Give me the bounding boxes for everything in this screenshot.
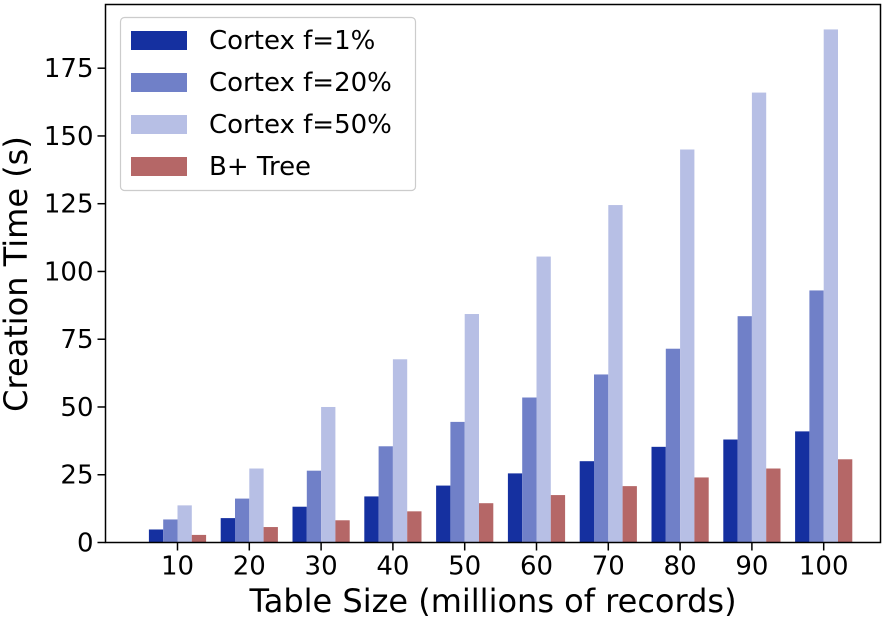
bar-b-tree-60 — [550, 495, 566, 543]
bar-cortex-f-1--40 — [364, 496, 379, 543]
bar-cortex-f-20--20 — [235, 498, 250, 543]
legend: Cortex f=1% Cortex f=20% Cortex f=50% B+ Tr… — [119, 16, 417, 192]
x-tick-label: 40 — [376, 552, 409, 582]
legend-swatch — [131, 31, 187, 50]
y-tick-label: 100 — [44, 257, 94, 287]
x-tick-label: 70 — [592, 552, 625, 582]
bar-cortex-f-20--30 — [306, 470, 322, 543]
bar-b-tree-90 — [766, 468, 781, 543]
y-tick-label: 0 — [77, 529, 94, 559]
y-tick-label: 25 — [60, 461, 93, 491]
x-tick-label: 60 — [520, 552, 553, 582]
y-tick-label: 125 — [44, 190, 94, 220]
x-axis: 10 20 30 40 50 60 70 80 90 100 — [161, 542, 849, 582]
bar-cortex-f-50--40 — [392, 359, 408, 543]
legend-label: B+ Tree — [209, 152, 311, 182]
y-tick-label: 75 — [60, 325, 93, 355]
y-tick-label: 175 — [44, 54, 94, 84]
y-axis: 0 25 50 75 100 125 150 175 — [44, 54, 106, 559]
y-tick-label: 150 — [44, 122, 94, 152]
bar-cortex-f-50--100 — [823, 29, 838, 543]
bar-cortex-f-20--10 — [163, 519, 178, 543]
bar-cortex-f-20--90 — [737, 316, 752, 543]
bar-cortex-f-50--50 — [464, 314, 479, 543]
legend-box — [119, 16, 417, 192]
bars-group — [148, 29, 853, 543]
legend-swatch — [131, 157, 187, 176]
x-tick-label: 50 — [448, 552, 481, 582]
bar-cortex-f-1--60 — [507, 473, 523, 543]
bar-cortex-f-1--90 — [723, 439, 738, 543]
bar-b-tree-30 — [335, 520, 350, 543]
y-tick-label: 50 — [60, 393, 93, 423]
legend-swatch — [131, 73, 187, 92]
bar-b-tree-70 — [622, 486, 637, 543]
bar-cortex-f-50--20 — [249, 468, 264, 543]
bar-cortex-f-50--30 — [321, 406, 336, 543]
bar-b-tree-50 — [479, 503, 494, 543]
x-tick-label: 100 — [799, 552, 849, 582]
bar-cortex-f-1--10 — [148, 529, 164, 543]
bar-b-tree-20 — [263, 527, 278, 543]
bar-cortex-f-20--80 — [665, 348, 681, 543]
x-tick-label: 30 — [305, 552, 338, 582]
x-axis-title: Table Size (millions of records) — [248, 582, 736, 619]
x-tick-label: 90 — [735, 552, 768, 582]
x-tick-label: 80 — [664, 552, 697, 582]
bar-cortex-f-50--80 — [680, 149, 695, 543]
bar-cortex-f-50--10 — [177, 505, 192, 543]
bar-cortex-f-20--50 — [450, 421, 465, 543]
x-tick-label: 20 — [233, 552, 266, 582]
bar-cortex-f-50--90 — [751, 92, 767, 543]
bar-b-tree-100 — [838, 459, 853, 543]
bar-cortex-f-1--100 — [795, 431, 810, 543]
legend-label: Cortex f=1% — [209, 26, 375, 56]
x-tick-label: 10 — [161, 552, 194, 582]
legend-swatch — [131, 115, 187, 134]
bar-cortex-f-1--20 — [220, 518, 235, 543]
bar-cortex-f-1--50 — [436, 485, 451, 543]
bar-cortex-f-50--60 — [536, 256, 551, 543]
bar-cortex-f-20--60 — [522, 397, 537, 543]
bar-cortex-f-1--70 — [579, 461, 594, 543]
bar-cortex-f-20--70 — [594, 374, 609, 543]
y-axis-title: Creation Time (s) — [0, 136, 35, 412]
legend-label: Cortex f=20% — [209, 68, 392, 98]
bar-b-tree-40 — [407, 511, 422, 543]
bar-b-tree-80 — [694, 477, 709, 543]
plot-frame — [104, 3, 882, 544]
bar-cortex-f-20--40 — [378, 446, 393, 543]
legend-label: Cortex f=50% — [209, 110, 392, 140]
bar-cortex-f-1--80 — [651, 446, 666, 543]
bar-cortex-f-1--30 — [292, 506, 307, 543]
bar-b-tree-10 — [191, 534, 207, 543]
bar-cortex-f-20--100 — [809, 290, 824, 543]
bar-cortex-f-50--70 — [608, 205, 623, 543]
